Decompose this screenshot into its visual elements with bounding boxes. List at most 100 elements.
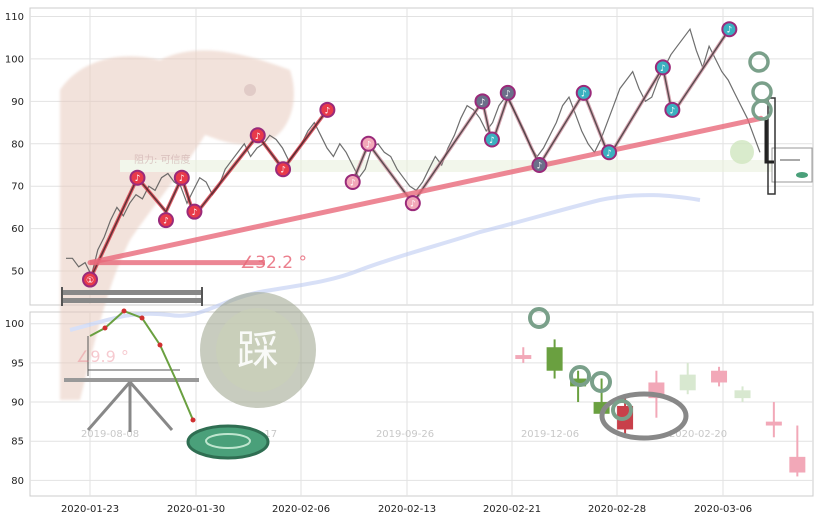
wave-marker-label: ♪ xyxy=(192,208,198,218)
ghost-x-label: 2019-09-26 xyxy=(376,429,434,440)
x-tick-label: 2020-02-28 xyxy=(588,504,646,515)
decorations: 踩 xyxy=(61,51,813,460)
bottom-y-tick-label: 90 xyxy=(11,398,24,409)
x-tick-label: 2020-01-23 xyxy=(61,504,119,515)
wave-marker-label: ♪ xyxy=(480,98,486,108)
bottom-ring xyxy=(569,365,591,387)
wave-marker-label: ♪ xyxy=(489,136,495,146)
wave-marker-label: ♪ xyxy=(581,89,587,99)
green-medallion-inner xyxy=(205,433,251,449)
candle-body xyxy=(546,347,563,371)
top-y-tick-label: 60 xyxy=(11,224,24,235)
x-tick-label: 2020-02-13 xyxy=(378,504,436,515)
bar-gadget-top xyxy=(62,290,202,295)
candle-body xyxy=(679,374,696,391)
wave-marker xyxy=(360,135,377,152)
wave-marker xyxy=(157,212,174,229)
candle-body xyxy=(570,378,587,387)
blue-squiggle-watermark xyxy=(69,193,701,332)
wave-marker xyxy=(575,84,592,101)
wave-marker xyxy=(173,169,190,186)
wave-marker xyxy=(601,144,618,161)
candle-body xyxy=(734,390,751,399)
candle-body xyxy=(515,355,532,359)
mini-trend-dots xyxy=(102,308,196,423)
bottom-y-tick-label: 100 xyxy=(5,319,24,330)
mini-trend-dot xyxy=(102,325,108,331)
top-y-tick-label: 90 xyxy=(11,97,24,108)
candle-body xyxy=(711,370,728,383)
wave-marker xyxy=(129,169,146,186)
resistance-annotation: 阻力: 可信度 xyxy=(134,153,191,166)
candle-body xyxy=(789,456,806,473)
wave-marker xyxy=(474,93,491,110)
wave-marker xyxy=(483,131,500,148)
ghost-x-label: 2020-02-20 xyxy=(669,429,727,440)
wave-marker xyxy=(186,203,203,220)
wave-marker xyxy=(664,101,681,118)
trend-line xyxy=(87,115,764,266)
wave-marker-label: ♪ xyxy=(325,106,331,116)
wave-marker xyxy=(82,271,98,288)
stamp-disc-inner xyxy=(216,308,300,392)
top-panel-layer: ① ♪ ♪ ♪ ♪ ♪ ♪ ♪ ♪ ♪ ♪ ♪ ♪ ♪ ♪ ♪ ♪ ♪ ♪ ♪ xyxy=(66,21,764,288)
dog-eye-watermark xyxy=(244,84,256,96)
wave-marker-label: ♪ xyxy=(350,178,356,188)
wave-marker-label: ♪ xyxy=(280,166,286,176)
ghost-x-label: 2019-12-06 xyxy=(521,429,579,440)
mini-trend-dot xyxy=(190,417,196,423)
wave-marker-label: ♪ xyxy=(537,161,543,171)
wave-marker-label: ♪ xyxy=(255,132,261,142)
x-tick-label: 2020-02-21 xyxy=(483,504,541,515)
wave-marker xyxy=(275,161,292,178)
x-tick-label: 2020-01-30 xyxy=(167,504,225,515)
wave-marker-label: ♪ xyxy=(366,140,372,150)
bottom-ring xyxy=(611,399,633,421)
wave-marker-label: ♪ xyxy=(660,64,666,74)
stamp-character: 踩 xyxy=(237,326,279,375)
top-y-tick-label: 100 xyxy=(5,54,24,65)
right-gadget-arrow xyxy=(764,120,774,164)
wave-marker xyxy=(404,195,421,212)
tripod-top-bar xyxy=(64,378,199,382)
wave-marker-label: ♪ xyxy=(505,89,511,99)
bottom-ring xyxy=(528,307,550,329)
top-y-tick-label: 110 xyxy=(5,12,24,23)
dog-silhouette-watermark xyxy=(60,50,294,401)
top-y-tick-label: 70 xyxy=(11,182,24,193)
x-tick-label: 2020-03-06 xyxy=(694,504,752,515)
highlight-ellipse xyxy=(599,391,689,441)
wave-marker xyxy=(531,156,548,173)
wave-marker-label: ♪ xyxy=(163,217,169,227)
wave-marker-label: ♪ xyxy=(606,149,612,159)
top-y-tick-label: 50 xyxy=(11,267,24,278)
right-gadget-ellipse xyxy=(796,172,808,178)
bottom-ring xyxy=(590,371,612,393)
wave-marker-label: ♪ xyxy=(669,106,675,116)
wave-marker xyxy=(721,21,738,38)
right-gadget-green-dot xyxy=(730,140,754,164)
wave-marker xyxy=(654,59,671,76)
wave-marker xyxy=(499,84,516,101)
wave-marker xyxy=(249,127,266,144)
resistance-band-watermark xyxy=(120,160,780,172)
mini-trend-dot xyxy=(157,342,163,348)
green-medallion xyxy=(186,424,270,460)
angle-annotation-bottom: ∠9.9 ° xyxy=(76,347,129,366)
wave-marker-label: ♪ xyxy=(410,200,416,210)
ghost-x-label: 2019-08-08 xyxy=(81,429,139,440)
bar-gadget-bottom xyxy=(62,298,202,303)
tripod-leg-3 xyxy=(128,381,174,431)
wave-marker xyxy=(319,101,336,118)
right-gadget-ring xyxy=(751,99,773,121)
right-gadget-bracket xyxy=(767,97,776,195)
bottom-y-tick-label: 95 xyxy=(11,358,24,369)
wave-marker-label: ♪ xyxy=(135,174,141,184)
x-tick-label: 2020-02-06 xyxy=(272,504,330,515)
wave-marker xyxy=(344,173,361,190)
right-gadget-ring xyxy=(748,51,770,73)
candle-body xyxy=(593,402,610,414)
mini-trend-dot xyxy=(121,308,127,314)
